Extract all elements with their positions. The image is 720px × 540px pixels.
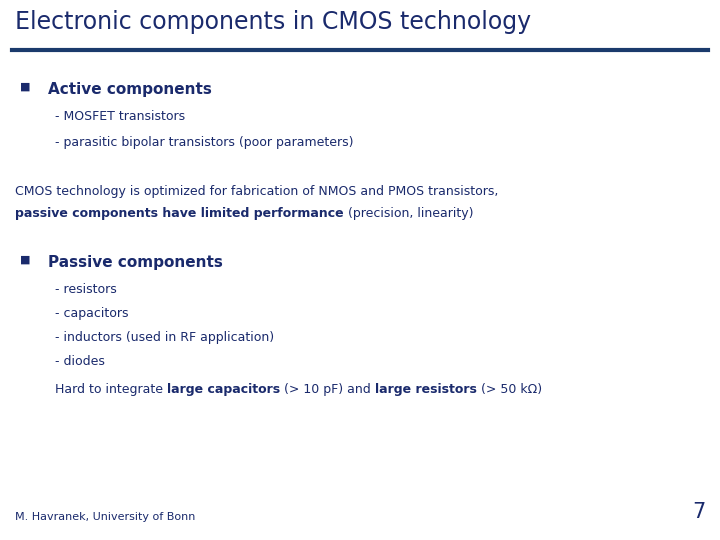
Text: ■: ■ — [20, 255, 30, 265]
Text: ■: ■ — [20, 82, 30, 92]
Text: Passive components: Passive components — [48, 255, 223, 270]
Text: Hard to integrate: Hard to integrate — [55, 383, 167, 396]
Text: (> 10 pF) and: (> 10 pF) and — [280, 383, 375, 396]
Text: passive components have limited performance: passive components have limited performa… — [15, 207, 343, 220]
Text: - inductors (used in RF application): - inductors (used in RF application) — [55, 331, 274, 344]
Text: - parasitic bipolar transistors (poor parameters): - parasitic bipolar transistors (poor pa… — [55, 136, 354, 149]
Text: 7: 7 — [692, 502, 705, 522]
Text: large resistors: large resistors — [375, 383, 477, 396]
Text: - MOSFET transistors: - MOSFET transistors — [55, 110, 185, 123]
Text: - resistors: - resistors — [55, 283, 117, 296]
Text: - capacitors: - capacitors — [55, 307, 128, 320]
Text: (precision, linearity): (precision, linearity) — [343, 207, 473, 220]
Text: - diodes: - diodes — [55, 355, 105, 368]
Text: Active components: Active components — [48, 82, 212, 97]
Text: Electronic components in CMOS technology: Electronic components in CMOS technology — [15, 10, 531, 34]
Text: CMOS technology is optimized for fabrication of NMOS and PMOS transistors,: CMOS technology is optimized for fabrica… — [15, 185, 498, 198]
Text: large capacitors: large capacitors — [167, 383, 280, 396]
Text: M. Havranek, University of Bonn: M. Havranek, University of Bonn — [15, 512, 195, 522]
Text: (> 50 kΩ): (> 50 kΩ) — [477, 383, 542, 396]
